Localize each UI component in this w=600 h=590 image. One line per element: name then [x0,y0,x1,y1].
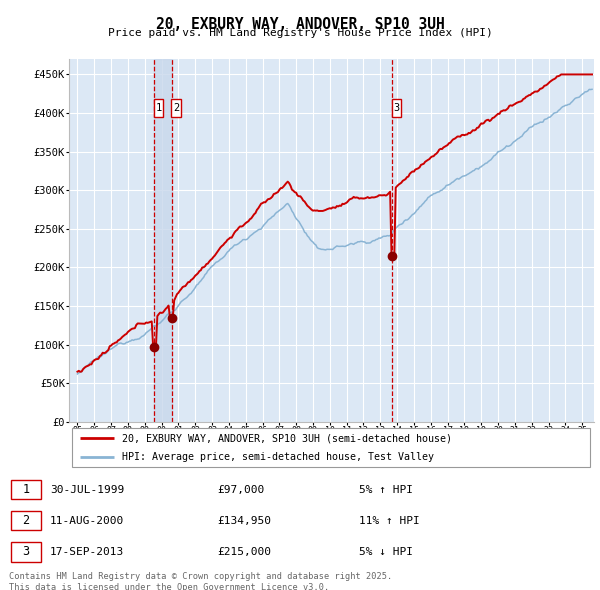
FancyBboxPatch shape [154,99,163,117]
Text: 20, EXBURY WAY, ANDOVER, SP10 3UH (semi-detached house): 20, EXBURY WAY, ANDOVER, SP10 3UH (semi-… [121,433,452,443]
Text: 11-AUG-2000: 11-AUG-2000 [50,516,124,526]
Text: 5% ↑ HPI: 5% ↑ HPI [359,484,413,494]
Text: 2: 2 [22,514,29,527]
FancyBboxPatch shape [11,542,41,562]
Text: £215,000: £215,000 [218,547,272,557]
Text: 5% ↓ HPI: 5% ↓ HPI [359,547,413,557]
Text: 1: 1 [22,483,29,496]
FancyBboxPatch shape [11,511,41,530]
FancyBboxPatch shape [172,99,181,117]
Text: 20, EXBURY WAY, ANDOVER, SP10 3UH: 20, EXBURY WAY, ANDOVER, SP10 3UH [155,17,445,31]
Bar [154,59,172,422]
Text: 3: 3 [393,103,400,113]
FancyBboxPatch shape [71,428,590,467]
Text: £134,950: £134,950 [218,516,272,526]
Text: HPI: Average price, semi-detached house, Test Valley: HPI: Average price, semi-detached house,… [121,452,433,462]
Text: 3: 3 [22,545,29,558]
Text: Price paid vs. HM Land Registry's House Price Index (HPI): Price paid vs. HM Land Registry's House … [107,28,493,38]
Text: 2: 2 [173,103,179,113]
Text: 30-JUL-1999: 30-JUL-1999 [50,484,124,494]
FancyBboxPatch shape [392,99,401,117]
Text: Contains HM Land Registry data © Crown copyright and database right 2025.
This d: Contains HM Land Registry data © Crown c… [9,572,392,590]
Text: 17-SEP-2013: 17-SEP-2013 [50,547,124,557]
FancyBboxPatch shape [11,480,41,499]
Text: 11% ↑ HPI: 11% ↑ HPI [359,516,419,526]
Text: £97,000: £97,000 [218,484,265,494]
Text: 1: 1 [155,103,161,113]
